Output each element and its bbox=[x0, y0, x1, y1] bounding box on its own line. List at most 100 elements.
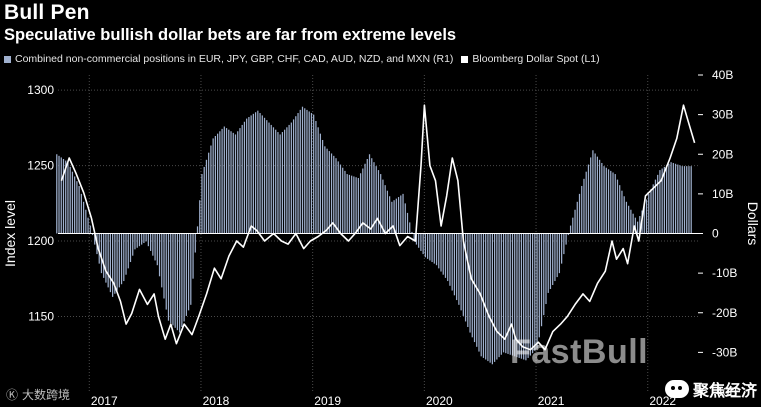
position-bar bbox=[677, 164, 679, 234]
wechat-icon bbox=[664, 380, 689, 398]
position-bar bbox=[634, 217, 636, 234]
position-bar bbox=[529, 233, 531, 356]
position-bar bbox=[223, 126, 225, 234]
position-bar bbox=[565, 233, 567, 245]
position-bar bbox=[259, 113, 261, 234]
position-bar bbox=[100, 233, 103, 274]
right-tick-label: 10B bbox=[712, 187, 733, 201]
position-bar bbox=[275, 129, 277, 234]
position-bar bbox=[170, 233, 172, 324]
position-bar bbox=[583, 178, 585, 234]
position-bar bbox=[382, 179, 384, 234]
position-bar bbox=[505, 233, 507, 354]
position-bar bbox=[123, 233, 125, 282]
position-bar bbox=[654, 179, 657, 234]
position-bar bbox=[500, 233, 502, 355]
position-bar bbox=[415, 233, 418, 245]
position-bar bbox=[163, 233, 165, 299]
position-bar bbox=[118, 233, 120, 288]
position-bar bbox=[263, 117, 266, 234]
position-bar bbox=[451, 233, 453, 291]
position-bar bbox=[534, 233, 536, 351]
left-tick-label: 1200 bbox=[27, 234, 54, 248]
position-bar bbox=[205, 159, 208, 234]
position-bar bbox=[219, 131, 221, 234]
position-bar bbox=[447, 233, 449, 282]
position-bar bbox=[509, 233, 511, 355]
position-bar bbox=[418, 233, 420, 248]
x-tick-label: 2017 bbox=[91, 394, 118, 407]
position-bar bbox=[380, 174, 382, 234]
position-bar bbox=[80, 193, 82, 234]
position-bar bbox=[321, 139, 324, 234]
position-bar bbox=[82, 201, 85, 234]
position-bar bbox=[397, 197, 400, 234]
position-bar bbox=[190, 233, 192, 305]
position-bar bbox=[485, 233, 487, 360]
position-bar bbox=[628, 205, 630, 234]
position-bar bbox=[438, 233, 440, 269]
position-bar bbox=[645, 199, 648, 234]
right-tick-label: -40B bbox=[712, 385, 737, 399]
position-bar bbox=[643, 204, 645, 234]
position-bar bbox=[391, 201, 393, 234]
position-bar bbox=[464, 233, 467, 322]
position-bar bbox=[78, 185, 80, 234]
legend-swatch-positions bbox=[4, 55, 11, 63]
position-bar bbox=[257, 110, 259, 234]
right-tick-label: 40B bbox=[712, 68, 733, 82]
position-bar bbox=[351, 175, 353, 234]
position-bar bbox=[601, 162, 603, 234]
position-bar bbox=[239, 128, 241, 234]
position-bar bbox=[339, 164, 342, 234]
position-bar bbox=[252, 113, 254, 234]
position-bar bbox=[266, 120, 268, 234]
position-bar bbox=[310, 113, 313, 234]
position-bar bbox=[330, 153, 333, 234]
position-bar bbox=[286, 127, 288, 234]
position-bar bbox=[313, 114, 315, 234]
left-axis-title: Index level bbox=[2, 200, 18, 267]
position-bar bbox=[672, 162, 674, 234]
position-bar bbox=[129, 233, 132, 263]
position-bar bbox=[603, 166, 605, 234]
position-bar bbox=[141, 233, 143, 245]
position-bar bbox=[172, 233, 174, 326]
position-bar bbox=[174, 233, 176, 328]
legend-label-dollar-spot: Bloomberg Dollar Spot (L1) bbox=[472, 53, 600, 65]
position-bar bbox=[71, 171, 74, 234]
position-bar bbox=[411, 231, 413, 234]
right-tick-label: -20B bbox=[712, 306, 737, 320]
position-bar bbox=[424, 233, 426, 258]
position-bar bbox=[364, 163, 366, 234]
position-bar bbox=[467, 233, 469, 328]
position-bar bbox=[342, 167, 344, 234]
position-bar bbox=[147, 233, 149, 247]
position-bar bbox=[681, 166, 683, 234]
position-bar bbox=[109, 233, 112, 293]
position-bar bbox=[657, 174, 659, 234]
position-bar bbox=[105, 233, 107, 283]
position-bar bbox=[393, 200, 395, 234]
position-bar bbox=[482, 233, 485, 358]
position-bar bbox=[639, 216, 641, 234]
right-axis-title: Dollars bbox=[745, 202, 761, 246]
watermark-right-text: 聚焦经济 bbox=[692, 381, 757, 400]
position-bar bbox=[315, 120, 317, 234]
position-bar bbox=[89, 225, 91, 234]
position-bar bbox=[192, 233, 194, 279]
position-bar bbox=[650, 189, 652, 234]
position-bar bbox=[621, 190, 623, 234]
position-bar bbox=[442, 233, 444, 275]
legend: Combined non-commercial positions in EUR… bbox=[4, 53, 608, 65]
position-bar bbox=[511, 233, 514, 356]
position-bar bbox=[683, 166, 686, 234]
position-bar bbox=[85, 209, 87, 234]
position-bar bbox=[225, 128, 228, 234]
position-bar bbox=[516, 233, 518, 358]
position-bar bbox=[574, 209, 576, 234]
position-bar bbox=[502, 233, 505, 353]
position-bar bbox=[498, 233, 500, 358]
watermark-logo-icon: Ⓚ bbox=[6, 388, 19, 402]
